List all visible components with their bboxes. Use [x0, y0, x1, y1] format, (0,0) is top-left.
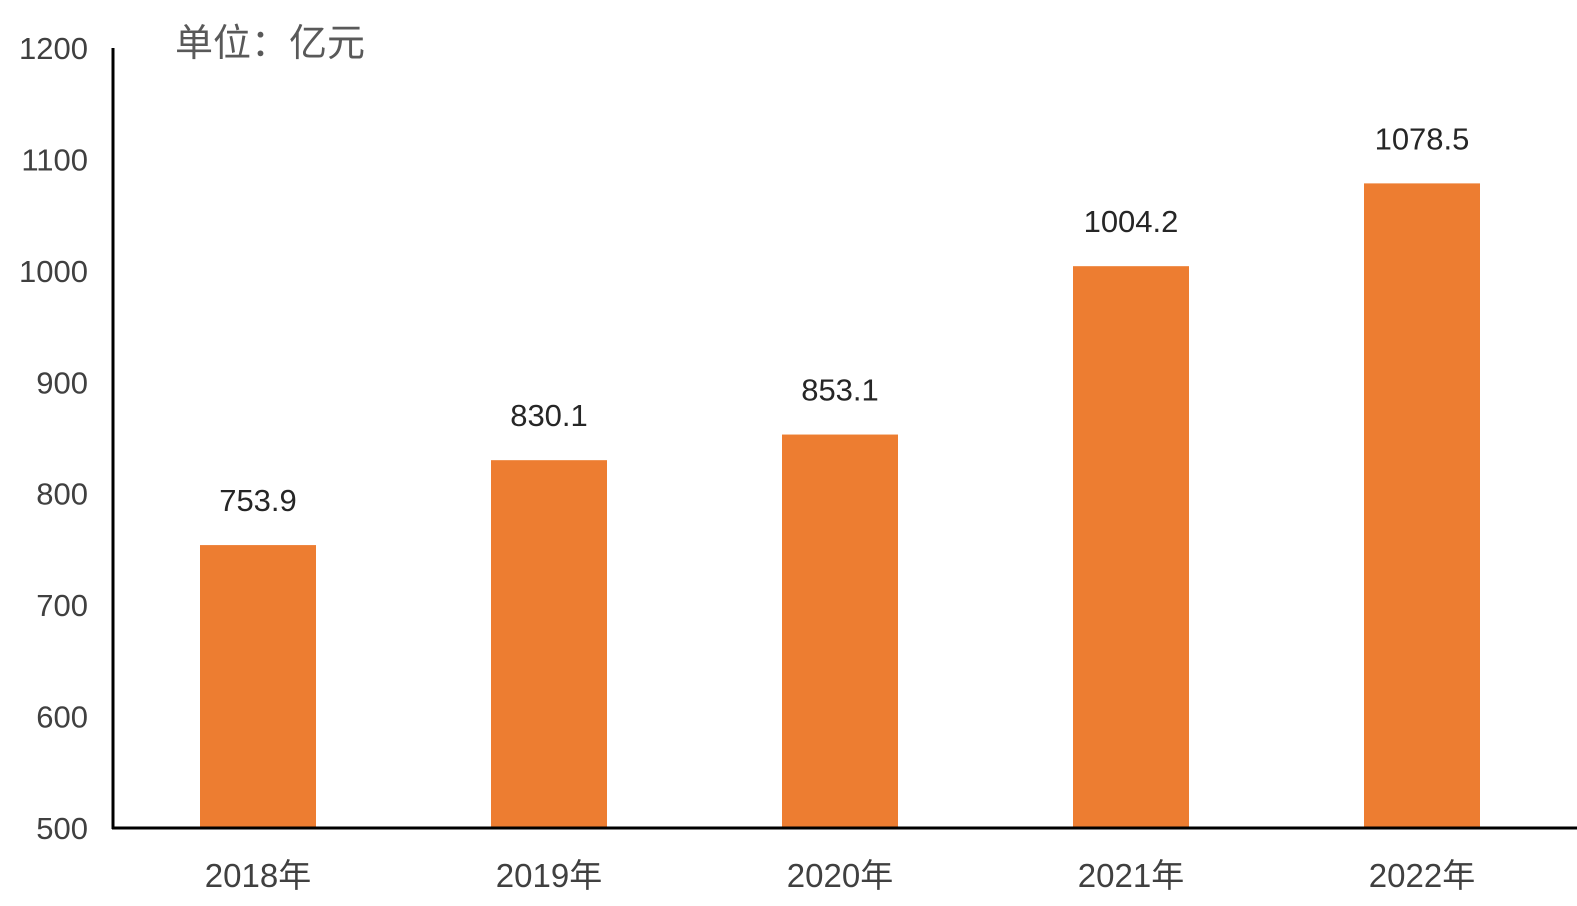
y-tick-label: 900 [36, 365, 88, 400]
bars [200, 183, 1480, 829]
data-label: 1078.5 [1375, 121, 1470, 156]
data-label: 853.1 [801, 373, 879, 408]
y-tick-label: 600 [36, 700, 88, 735]
bar [1364, 183, 1480, 828]
data-label: 1004.2 [1084, 204, 1179, 239]
y-tick-label: 500 [36, 811, 88, 846]
data-labels: 753.9 830.1 853.1 1004.2 1078.5 [219, 121, 1469, 518]
x-axis-labels: 2018年 2019年 2020年 2021年 2022年 [205, 857, 1475, 894]
bar [491, 460, 607, 828]
y-tick-label: 1000 [19, 254, 88, 289]
y-tick-label: 1100 [21, 142, 88, 177]
y-tick-label: 800 [36, 477, 88, 512]
x-tick-label: 2021年 [1078, 857, 1184, 894]
x-tick-label: 2019年 [496, 857, 602, 894]
y-tick-label: 700 [36, 588, 88, 623]
y-axis-ticks: 500 600 700 800 900 1000 1100 1200 [19, 31, 88, 846]
unit-label: 单位：亿元 [175, 21, 365, 65]
y-tick-label: 1200 [19, 31, 88, 66]
data-label: 753.9 [219, 483, 297, 518]
x-tick-label: 2018年 [205, 857, 311, 894]
x-tick-label: 2022年 [1369, 857, 1475, 894]
data-label: 830.1 [510, 398, 588, 433]
bar [200, 545, 316, 828]
bar [782, 434, 898, 828]
x-tick-label: 2020年 [787, 857, 893, 894]
bar [1073, 266, 1189, 829]
